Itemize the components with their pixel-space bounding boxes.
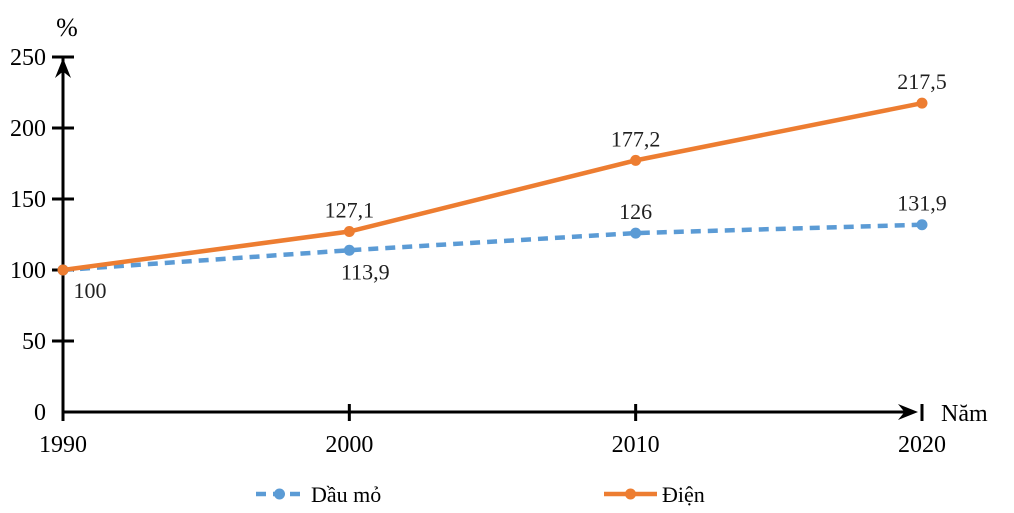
legend-sample-marker-icon: [274, 488, 285, 500]
y-tick-group: 0 50 100 150 200 250: [10, 45, 74, 426]
data-point-label: 126: [619, 199, 652, 224]
series-group: 100 113,9 126 131,9 127,1 177,2 217,5: [57, 69, 947, 303]
y-tick-label: 150: [10, 187, 46, 213]
data-point-label: 217,5: [897, 69, 947, 94]
data-point-label: 177,2: [611, 126, 661, 151]
data-point-marker: [343, 244, 355, 256]
y-tick-label: 100: [10, 258, 46, 284]
data-point-marker: [343, 226, 355, 238]
x-axis-arrow-icon: [898, 404, 918, 420]
x-axis: Năm 1990 2000 2010 2020: [39, 401, 988, 458]
data-point-label: 131,9: [897, 191, 947, 216]
x-tick-label: 2000: [325, 432, 373, 458]
data-point-marker: [57, 264, 69, 276]
data-point-marker: [916, 97, 928, 109]
data-point-marker: [916, 219, 928, 231]
y-axis: % 0 50 100 150 200 250: [10, 13, 78, 426]
legend-item-label: Điện: [662, 482, 705, 507]
y-tick-label: 250: [10, 45, 46, 71]
y-tick-label: 0: [34, 400, 46, 426]
data-point-label: 113,9: [341, 259, 390, 284]
data-point-marker: [630, 154, 642, 166]
y-tick-label: 200: [10, 116, 46, 142]
data-point-label: 127,1: [325, 198, 375, 223]
legend-item-label: Dầu mỏ: [311, 482, 381, 507]
x-tick-label: 2010: [612, 432, 660, 458]
y-tick-label: 50: [22, 329, 46, 355]
x-axis-title: Năm: [941, 401, 988, 427]
y-axis-title: %: [56, 13, 78, 42]
legend: Dầu mỏ Điện: [256, 482, 705, 507]
legend-sample-marker-icon: [625, 488, 636, 500]
series-line-1: [62, 100, 923, 273]
x-tick-label: 1990: [39, 432, 87, 458]
y-axis-arrow-icon: [55, 58, 71, 78]
x-tick-group: 1990 2000 2010 2020: [39, 404, 946, 458]
data-point-marker: [630, 227, 642, 239]
series-line-0: [62, 222, 923, 273]
x-tick-label: 2020: [898, 432, 946, 458]
data-point-label: 100: [74, 278, 107, 303]
